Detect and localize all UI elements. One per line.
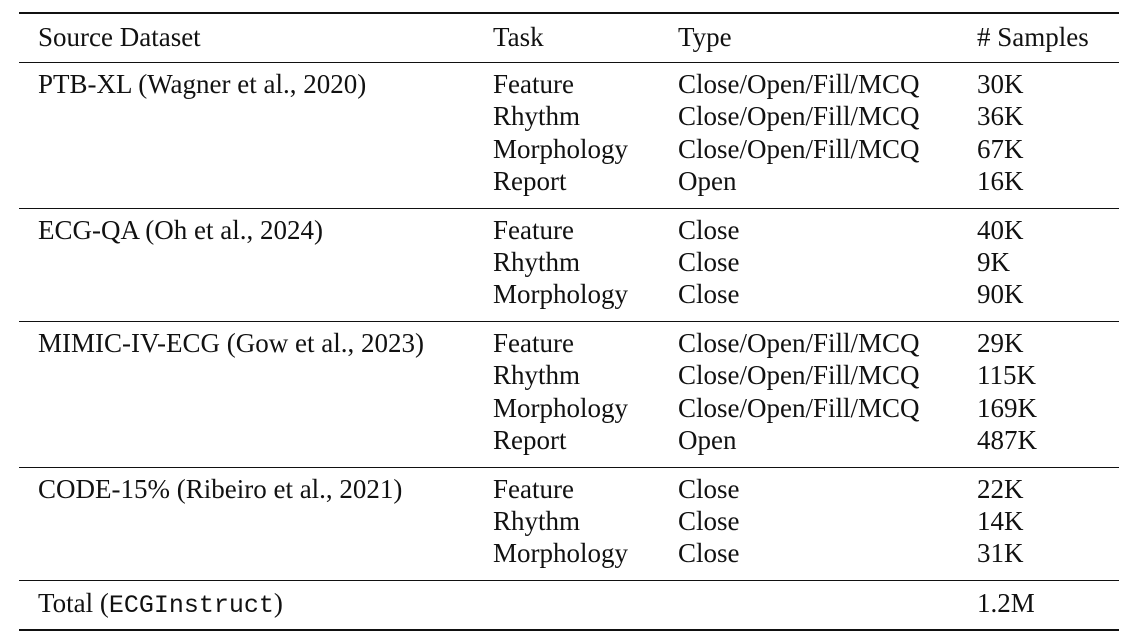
table-row: Rhythm Close/Open/Fill/MCQ 115K <box>19 359 1119 391</box>
samples-cell: 115K <box>977 360 1036 390</box>
source-dataset-cell: MIMIC-IV-ECG (Gow et al., 2023) <box>38 328 424 358</box>
samples-cell: 30K <box>977 69 1024 99</box>
samples-cell: 90K <box>977 279 1024 309</box>
type-cell: Close/Open/Fill/MCQ <box>678 328 920 358</box>
task-cell: Report <box>493 166 567 196</box>
table-row: Rhythm Close/Open/Fill/MCQ 36K <box>19 100 1119 132</box>
samples-cell: 16K <box>977 166 1024 196</box>
table-row: Report Open 16K <box>19 165 1119 197</box>
group-divider <box>19 321 1119 322</box>
task-cell: Rhythm <box>493 101 581 131</box>
samples-cell: 169K <box>977 393 1037 423</box>
source-dataset-cell: PTB-XL (Wagner et al., 2020) <box>38 69 367 99</box>
total-label-prefix: Total ( <box>38 588 109 618</box>
total-dataset-name: ECGInstruct <box>108 591 274 620</box>
bottom-rule <box>19 629 1119 631</box>
task-cell: Feature <box>493 328 574 358</box>
table-row: Rhythm Close 9K <box>19 246 1119 278</box>
samples-cell: 67K <box>977 134 1024 164</box>
source-dataset-cell: CODE-15% (Ribeiro et al., 2021) <box>38 474 403 504</box>
table-row: Report Open 487K <box>19 424 1119 456</box>
task-cell: Report <box>493 425 567 455</box>
type-cell: Close <box>678 247 740 277</box>
type-cell: Open <box>678 166 737 196</box>
table-row: Morphology Close 90K <box>19 278 1119 310</box>
samples-cell: 9K <box>977 247 1010 277</box>
header-source-dataset: Source Dataset <box>38 22 201 52</box>
table-row: Morphology Close 31K <box>19 537 1119 569</box>
group-divider <box>19 208 1119 209</box>
header-type: Type <box>678 22 732 52</box>
table-row: Morphology Close/Open/Fill/MCQ 67K <box>19 133 1119 165</box>
samples-cell: 40K <box>977 215 1024 245</box>
table-row: CODE-15% (Ribeiro et al., 2021) Feature … <box>19 473 1119 505</box>
type-cell: Close <box>678 538 740 568</box>
header-row: Source Dataset Task Type # Samples <box>19 21 1119 53</box>
header-task: Task <box>493 22 544 52</box>
total-samples: 1.2M <box>977 588 1035 618</box>
task-cell: Rhythm <box>493 506 581 536</box>
table-row: Morphology Close/Open/Fill/MCQ 169K <box>19 392 1119 424</box>
type-cell: Close/Open/Fill/MCQ <box>678 134 920 164</box>
header-rule <box>19 62 1119 63</box>
task-cell: Rhythm <box>493 360 581 390</box>
samples-cell: 31K <box>977 538 1024 568</box>
table-row: ECG-QA (Oh et al., 2024) Feature Close 4… <box>19 214 1119 246</box>
task-cell: Morphology <box>493 538 628 568</box>
type-cell: Close/Open/Fill/MCQ <box>678 69 920 99</box>
type-cell: Open <box>678 425 737 455</box>
group-divider <box>19 467 1119 468</box>
top-rule <box>19 12 1119 14</box>
type-cell: Close/Open/Fill/MCQ <box>678 101 920 131</box>
samples-cell: 14K <box>977 506 1024 536</box>
type-cell: Close <box>678 279 740 309</box>
type-cell: Close <box>678 506 740 536</box>
total-label: Total (ECGInstruct) <box>38 587 283 622</box>
samples-cell: 29K <box>977 328 1024 358</box>
task-cell: Morphology <box>493 279 628 309</box>
total-row: Total (ECGInstruct) 1.2M <box>19 587 1119 622</box>
source-dataset-cell: ECG-QA (Oh et al., 2024) <box>38 215 323 245</box>
table-row: MIMIC-IV-ECG (Gow et al., 2023) Feature … <box>19 327 1119 359</box>
task-cell: Feature <box>493 215 574 245</box>
type-cell: Close <box>678 215 740 245</box>
task-cell: Morphology <box>493 134 628 164</box>
task-cell: Feature <box>493 69 574 99</box>
samples-cell: 487K <box>977 425 1037 455</box>
type-cell: Close <box>678 474 740 504</box>
task-cell: Feature <box>493 474 574 504</box>
task-cell: Rhythm <box>493 247 581 277</box>
task-cell: Morphology <box>493 393 628 423</box>
samples-cell: 22K <box>977 474 1024 504</box>
table-row: PTB-XL (Wagner et al., 2020) Feature Clo… <box>19 68 1119 100</box>
type-cell: Close/Open/Fill/MCQ <box>678 360 920 390</box>
total-label-suffix: ) <box>273 588 283 618</box>
samples-cell: 36K <box>977 101 1024 131</box>
table-row: Rhythm Close 14K <box>19 505 1119 537</box>
header-samples: # Samples <box>977 22 1089 52</box>
total-rule <box>19 580 1119 581</box>
type-cell: Close/Open/Fill/MCQ <box>678 393 920 423</box>
